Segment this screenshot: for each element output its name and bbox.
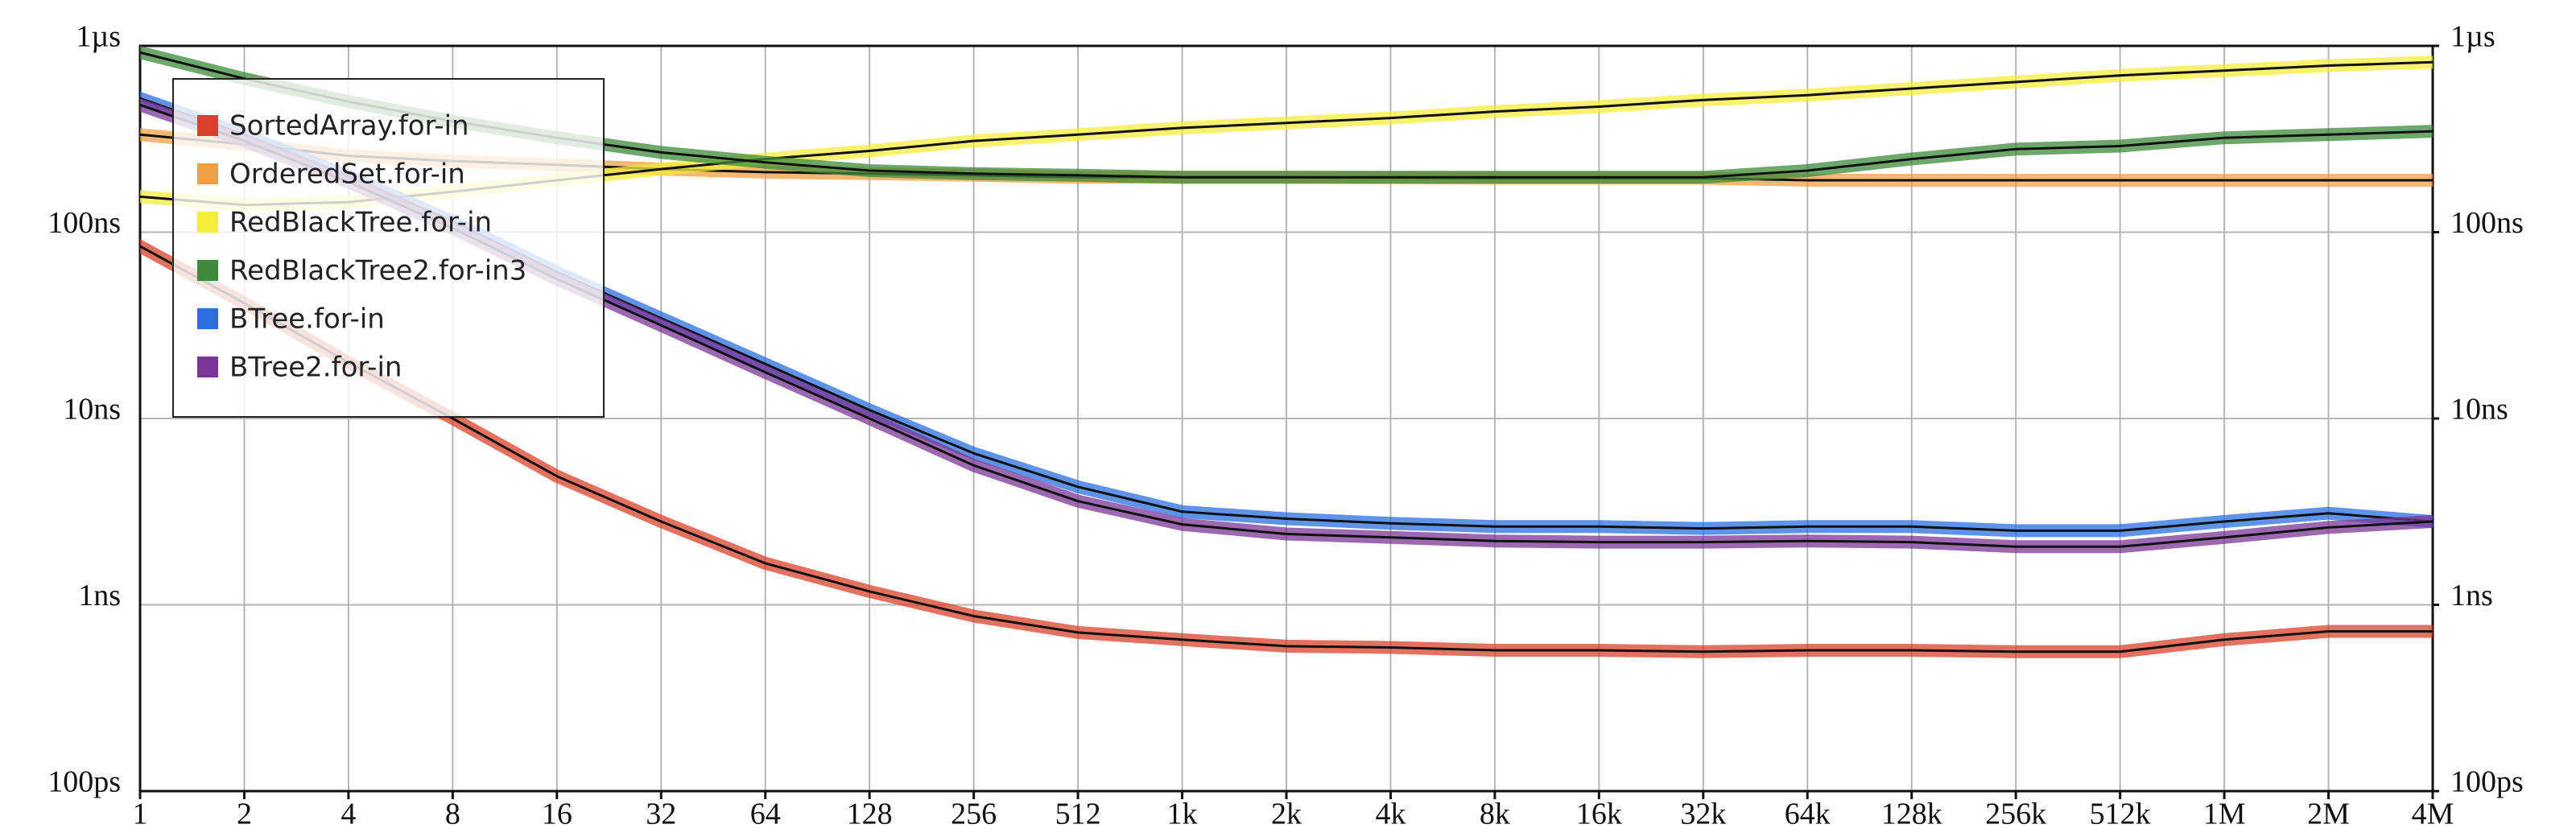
x-tick-label: 16 bbox=[542, 798, 572, 831]
legend-label: BTree.for-in bbox=[229, 303, 385, 336]
y2-tick-label: 1ns bbox=[2450, 579, 2493, 612]
x-tick-label: 1M bbox=[2203, 798, 2246, 831]
x-tick-label: 128 bbox=[847, 798, 893, 831]
y-tick-label: 100ns bbox=[47, 206, 121, 240]
legend-label: SortedArray.for-in bbox=[229, 110, 469, 142]
x-tick-label: 1 bbox=[133, 798, 148, 831]
y2-tick-label: 100ps bbox=[2450, 765, 2524, 799]
x-tick-label: 128k bbox=[1881, 798, 1942, 831]
series-line bbox=[140, 245, 2433, 654]
x-tick-label: 2k bbox=[1271, 798, 1302, 831]
x-tick-label: 32k bbox=[1680, 798, 1726, 831]
legend-swatch bbox=[197, 260, 218, 281]
x-tick-label: 64 bbox=[750, 798, 781, 831]
y-tick-label: 1ns bbox=[78, 579, 121, 612]
x-tick-label: 4k bbox=[1375, 798, 1406, 831]
legend-swatch bbox=[197, 357, 218, 377]
legend-swatch bbox=[197, 163, 218, 184]
y-tick-label: 1µs bbox=[76, 20, 121, 54]
y-tick-label: 100ps bbox=[47, 765, 121, 799]
legend-swatch bbox=[197, 308, 218, 329]
legend-label: BTree2.for-in bbox=[229, 352, 402, 384]
x-tick-label: 4M bbox=[2412, 798, 2454, 831]
legend-label: OrderedSet.for-in bbox=[229, 159, 465, 191]
x-tick-label: 4 bbox=[341, 798, 356, 831]
y2-tick-label: 1µs bbox=[2450, 20, 2496, 54]
x-tick-label: 2M bbox=[2307, 798, 2350, 831]
x-tick-label: 256k bbox=[1985, 798, 2046, 831]
y2-tick-label: 10ns bbox=[2450, 393, 2508, 427]
x-tick-label: 512k bbox=[2090, 798, 2151, 831]
legend-swatch bbox=[197, 212, 218, 233]
legend-swatch bbox=[197, 115, 218, 136]
x-tick-label: 8k bbox=[1480, 798, 1510, 831]
x-tick-label: 1k bbox=[1167, 798, 1198, 831]
x-tick-label: 64k bbox=[1785, 798, 1831, 831]
x-tick-label: 256 bbox=[951, 798, 997, 831]
x-tick-label: 8 bbox=[445, 798, 460, 831]
legend-label: RedBlackTree2.for-in3 bbox=[229, 255, 526, 287]
legend-box bbox=[172, 78, 605, 418]
x-tick-label: 2 bbox=[237, 798, 252, 831]
y2-tick-label: 100ns bbox=[2450, 206, 2524, 240]
y-tick-label: 10ns bbox=[63, 393, 121, 427]
x-tick-label: 32 bbox=[646, 798, 676, 831]
legend-label: RedBlackTree.for-in bbox=[229, 207, 492, 239]
x-tick-label: 16k bbox=[1576, 798, 1622, 831]
plot-frame bbox=[138, 44, 2434, 793]
x-tick-label: 512 bbox=[1055, 798, 1101, 831]
